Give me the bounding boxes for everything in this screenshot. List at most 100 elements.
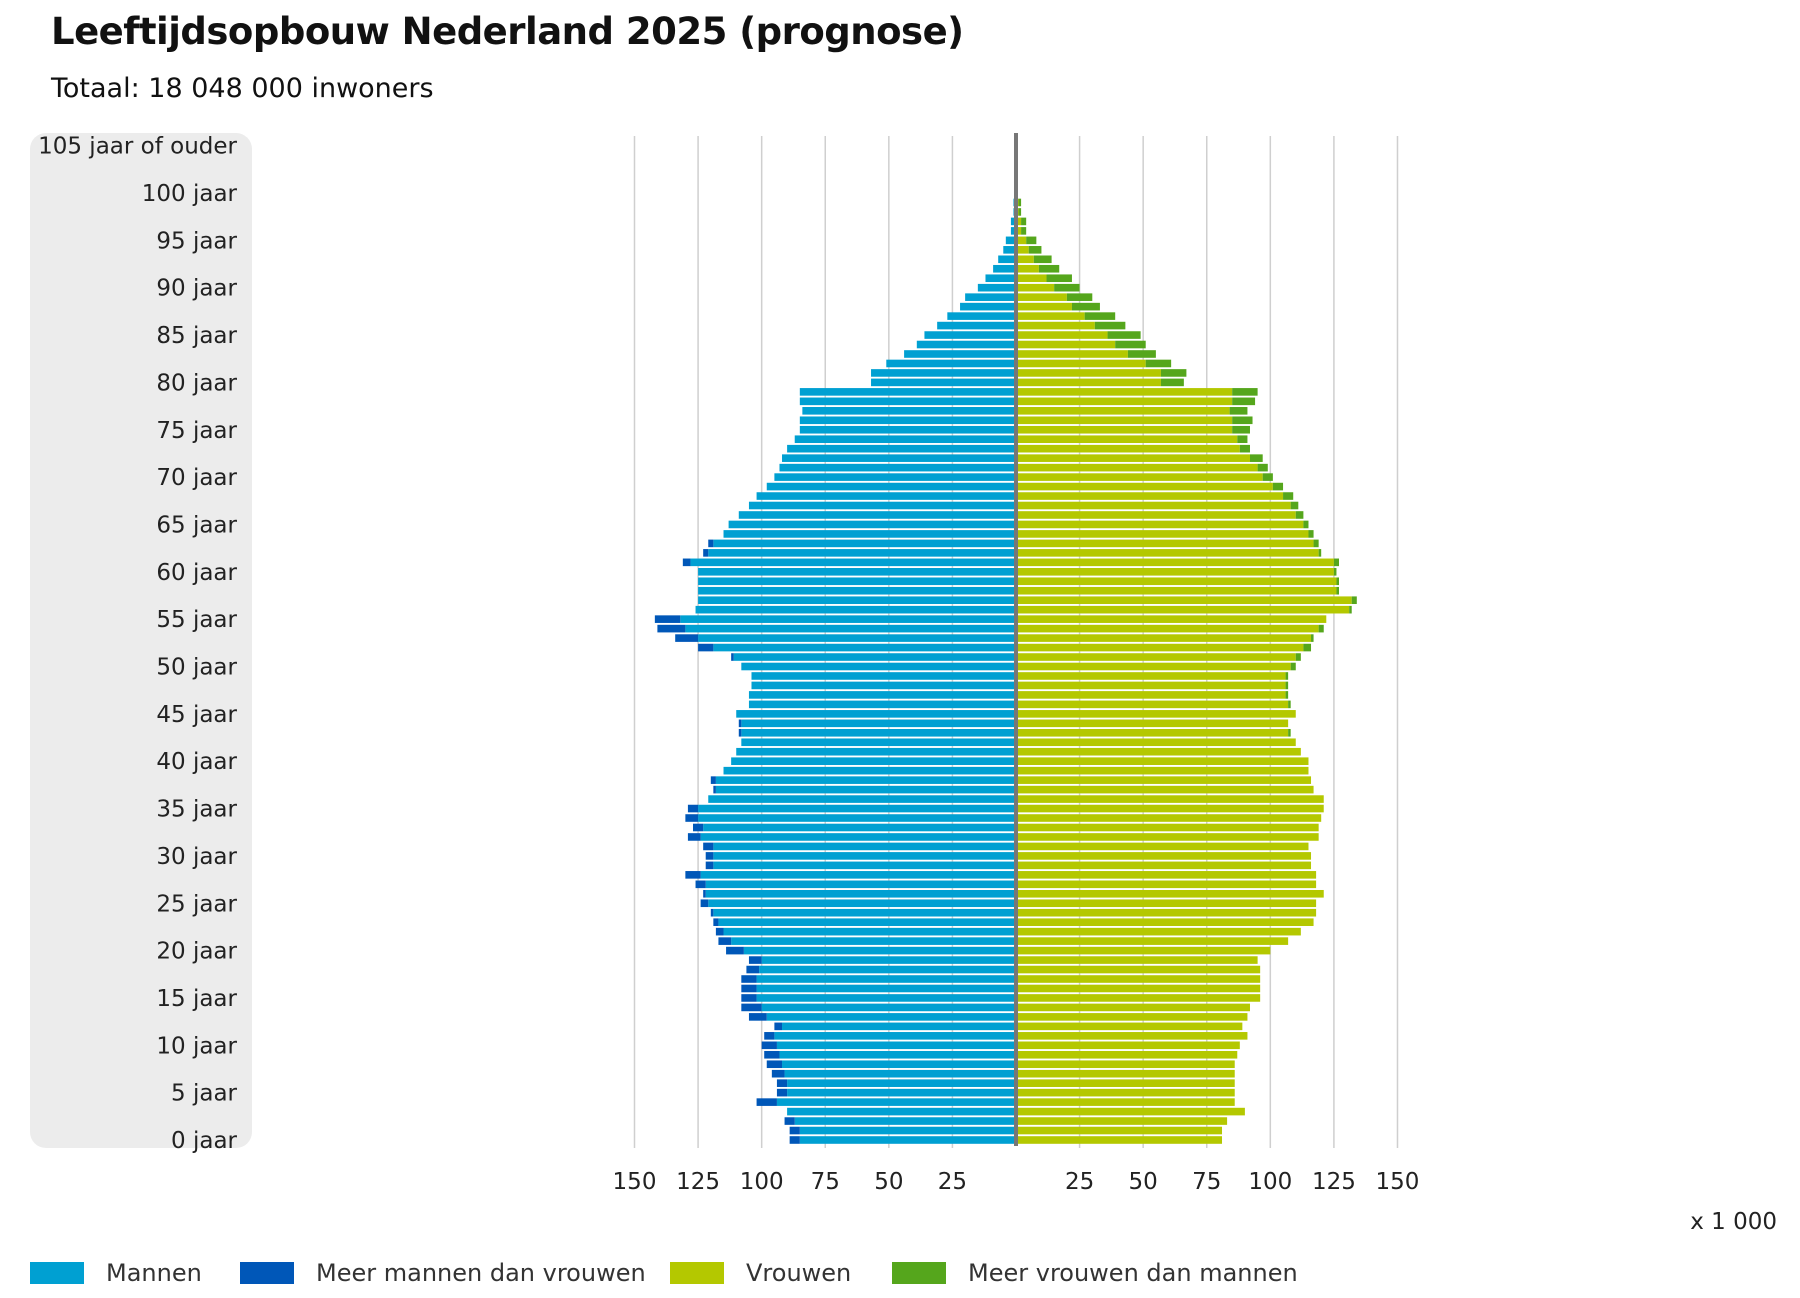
bar-meer-mannen [741, 975, 757, 983]
bar-mannen [794, 435, 1016, 444]
bar-vrouwen [1016, 871, 1317, 879]
bar-mannen [787, 1088, 1016, 1097]
bar-vrouwen [1016, 852, 1312, 860]
bar-mannen [779, 463, 1016, 472]
bar-mannen [705, 880, 1016, 889]
bar-meer-mannen [713, 785, 716, 794]
bar-vrouwen [1016, 293, 1067, 301]
bar-mannen [802, 407, 1016, 415]
bar-meer-mannen [741, 984, 757, 993]
bar-vrouwen [1016, 473, 1263, 481]
bar-mannen [799, 425, 1016, 434]
age-tick-label: 75 jaar [156, 418, 237, 444]
bar-meer-mannen [685, 814, 699, 822]
bar-vrouwen [1016, 833, 1319, 841]
bar-vrouwen [1016, 302, 1072, 311]
bar-vrouwen [1016, 1022, 1243, 1031]
bar-mannen [776, 1041, 1016, 1050]
bar-vrouwen [1016, 227, 1022, 235]
bar-vrouwen [1016, 691, 1286, 699]
bar-mannen [794, 1117, 1016, 1125]
bar-mannen [965, 293, 1016, 301]
bar-meer-vrouwen [1054, 283, 1080, 292]
bar-meer-mannen [657, 624, 686, 633]
bar-vrouwen [1016, 804, 1324, 813]
age-tick-label: 90 jaar [156, 276, 237, 302]
bar-meer-mannen [687, 833, 701, 841]
chart-subtitle: Totaal: 18 048 000 inwoners [51, 73, 434, 104]
bar-mannen [713, 861, 1016, 870]
age-tick-label: 30 jaar [156, 844, 237, 870]
bar-mannen [715, 776, 1016, 784]
age-tick-label: 95 jaar [156, 228, 237, 254]
age-tick-label: 20 jaar [156, 939, 237, 965]
bar-meer-vrouwen [1288, 728, 1291, 737]
bar-vrouwen [1016, 719, 1289, 728]
bar-meer-mannen [741, 994, 757, 1002]
bar-meer-mannen [776, 1079, 788, 1087]
bar-meer-mannen [756, 1098, 777, 1106]
bar-vrouwen [1016, 454, 1250, 462]
bar-mannen [774, 473, 1016, 481]
bar-mannen [937, 321, 1016, 330]
bar-vrouwen [1016, 700, 1289, 709]
bar-vrouwen [1016, 1069, 1235, 1078]
bar-meer-mannen [698, 643, 714, 652]
bar-mannen [731, 757, 1016, 765]
bar-vrouwen [1016, 501, 1291, 510]
bar-vrouwen [1016, 283, 1055, 292]
bar-meer-vrouwen [1033, 255, 1052, 264]
bar-meer-vrouwen [1349, 605, 1352, 614]
bar-meer-mannen [764, 1050, 780, 1059]
bar-vrouwen [1016, 407, 1230, 415]
bar-meer-mannen [715, 927, 724, 936]
bar-vrouwen [1016, 605, 1350, 614]
legend-swatch [670, 1262, 724, 1284]
bar-vrouwen [1016, 795, 1324, 803]
bar-vrouwen [1016, 965, 1261, 974]
bar-meer-vrouwen [1272, 482, 1284, 491]
bar-meer-mannen [710, 776, 716, 784]
bar-mannen [741, 719, 1016, 728]
bar-mannen [977, 283, 1016, 292]
bar-vrouwen [1016, 369, 1161, 377]
bar-mannen [731, 937, 1016, 945]
bar-meer-vrouwen [1313, 539, 1319, 548]
bar-meer-mannen [738, 719, 742, 728]
bar-vrouwen [1016, 444, 1240, 453]
bar-meer-vrouwen [1249, 454, 1263, 462]
bar-vrouwen [1016, 672, 1286, 680]
bar-meer-mannen [741, 1003, 762, 1012]
bar-meer-mannen [685, 871, 701, 879]
bar-meer-vrouwen [1232, 416, 1253, 425]
bar-mannen [741, 738, 1016, 747]
bar-vrouwen [1016, 927, 1301, 936]
age-tick-label: 10 jaar [156, 1033, 237, 1059]
bar-mannen [748, 700, 1016, 709]
bar-vrouwen [1016, 738, 1296, 747]
legend-swatch [892, 1262, 946, 1284]
bar-meer-vrouwen [1071, 302, 1100, 311]
bar-vrouwen [1016, 1107, 1245, 1116]
bar-vrouwen [1016, 577, 1337, 586]
bar-mannen [698, 804, 1016, 813]
bar-mannen [723, 927, 1016, 936]
legend-item: Meer mannen dan vrouwen [240, 1255, 646, 1291]
bar-meer-mannen [710, 908, 714, 917]
bar-vrouwen [1016, 1032, 1248, 1040]
bar-vrouwen [1016, 340, 1116, 349]
bar-vrouwen [1016, 416, 1233, 425]
bar-mannen [736, 747, 1016, 756]
bar-vrouwen [1016, 217, 1022, 226]
bar-meer-mannen [682, 558, 691, 567]
legend-label: Mannen [106, 1259, 202, 1287]
bar-meer-mannen [748, 1013, 767, 1021]
bar-meer-vrouwen [1295, 511, 1304, 519]
age-tick-label: 65 jaar [156, 512, 237, 538]
bar-mannen [1010, 227, 1016, 235]
age-tick-label: 35 jaar [156, 797, 237, 823]
bar-meer-mannen [784, 1117, 795, 1125]
bar-vrouwen [1016, 312, 1085, 320]
bar-vrouwen [1016, 946, 1271, 955]
bar-mannen [723, 766, 1016, 775]
